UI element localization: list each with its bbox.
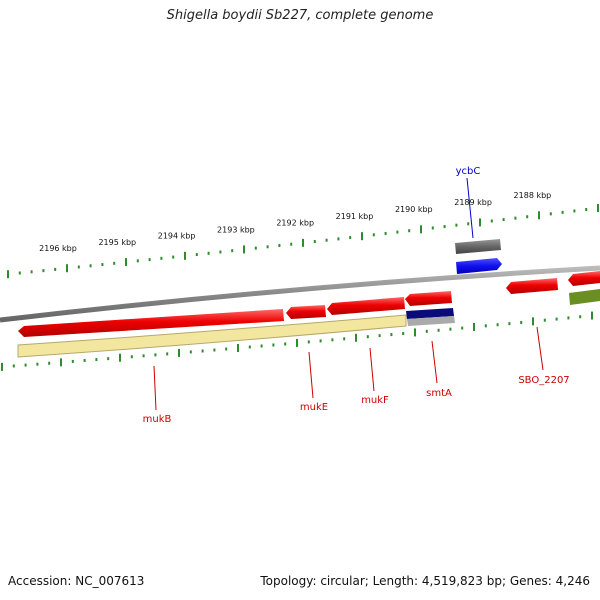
ruler-tick-label: 2191 kbp — [336, 212, 374, 221]
ycbC-feature[interactable] — [456, 258, 502, 274]
mukF-feature[interactable] — [327, 297, 405, 315]
SBO_2207-label[interactable]: SBO_2207 — [518, 375, 569, 386]
SBO_2207-feature[interactable] — [506, 278, 558, 294]
reverse-strand-features — [18, 271, 600, 337]
gc-positive-band — [569, 289, 600, 305]
topology-text: Topology: circular — [260, 574, 365, 588]
genome-backbone — [0, 265, 600, 323]
ruler-tick-label: 2196 kbp — [39, 244, 77, 253]
mukB-leader-line — [153, 365, 157, 411]
ruler-labels: 2196 kbp 2195 kbp 2194 kbp 2193 kbp 2192 kbp… — [39, 191, 551, 253]
gray-feature-track — [455, 239, 501, 254]
ruler-tick-label: 2192 kbp — [276, 219, 314, 228]
upper-tick-ruler — [7, 204, 599, 279]
mukB-label[interactable]: mukB — [143, 414, 172, 425]
ruler-tick-label: 2189 kbp — [454, 198, 492, 207]
skew-negative-band — [406, 308, 454, 319]
length-text: Length: 4,519,823 bp — [372, 574, 502, 588]
genes-text: Genes: 4,246 — [509, 574, 590, 588]
map-title: Shigella boydii Sb227, complete genome — [166, 8, 434, 23]
ruler-tick-label: 2193 kbp — [217, 225, 255, 234]
gc-content-band — [17, 314, 407, 358]
stats-separator-1: ; — [364, 574, 373, 588]
ycbC-label[interactable]: ycbC — [456, 166, 481, 177]
ycbC-leader-line — [466, 177, 474, 239]
forward-strand-features — [455, 239, 502, 274]
smtA-feature[interactable] — [405, 291, 452, 306]
mukB-feature[interactable] — [18, 309, 284, 337]
gene-label-group: ycbC mukB mukE mukF smtA SBO_2207 — [143, 166, 570, 425]
mukF-label[interactable]: mukF — [361, 395, 389, 406]
mukE-label[interactable]: mukE — [300, 402, 328, 413]
ruler-tick-label: 2194 kbp — [158, 232, 196, 241]
mukE-leader-line — [308, 351, 314, 399]
ruler-tick-label: 2188 kbp — [514, 191, 552, 200]
lower-tick-ruler — [1, 311, 593, 371]
stats-separator-2: ; — [502, 574, 510, 588]
SBO_2207-leader-line — [536, 326, 544, 371]
smtA-label[interactable]: smtA — [426, 388, 452, 399]
right-edge-red-feature[interactable] — [568, 271, 600, 286]
genome-stats: Topology: circular; Length: 4,519,823 bp… — [260, 574, 590, 588]
mukF-leader-line — [369, 347, 375, 392]
skew-gray-band — [407, 316, 455, 326]
mukE-feature[interactable] — [286, 305, 326, 319]
ruler-tick-label: 2190 kbp — [395, 205, 433, 214]
ruler-tick-label: 2195 kbp — [98, 238, 136, 247]
accession-text: Accession: NC_007613 — [8, 574, 145, 588]
smtA-leader-line — [431, 340, 438, 384]
